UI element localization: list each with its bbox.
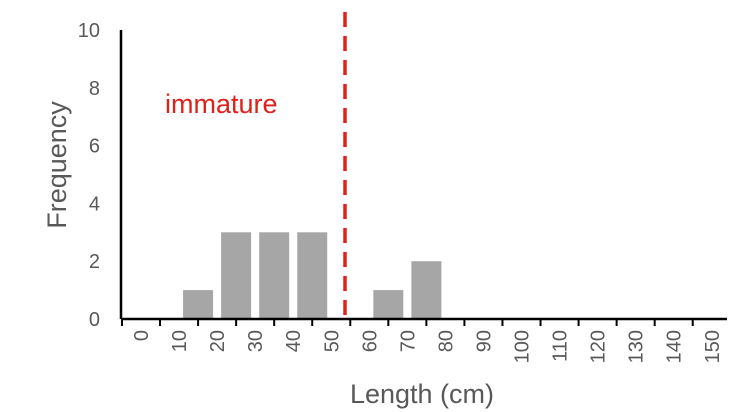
y-tick-labels: 0 2 4 6 8 10 xyxy=(78,20,100,331)
x-tick-label: 0 xyxy=(131,330,153,341)
bar-70 xyxy=(373,290,404,319)
y-tick-label: 0 xyxy=(89,309,100,331)
bar-20 xyxy=(183,290,214,319)
x-tick-label: 30 xyxy=(245,330,267,352)
x-axis-label: Length (cm) xyxy=(350,379,494,409)
x-tick-label: 100 xyxy=(512,330,534,363)
bar-40 xyxy=(259,232,290,319)
x-tick-label: 110 xyxy=(550,330,572,362)
x-tick-label: 70 xyxy=(397,330,419,352)
y-tick-label: 4 xyxy=(89,193,100,215)
x-tick-labels: 0 10 20 30 40 50 60 70 80 90 100 110 120 130 140 150 xyxy=(120,319,724,363)
bars-group xyxy=(183,232,442,319)
x-tick-label: 80 xyxy=(435,330,457,352)
y-tick-label: 6 xyxy=(89,136,100,158)
x-tick-label: 60 xyxy=(359,330,381,352)
y-tick-label: 8 xyxy=(89,78,100,100)
x-tick-label: 120 xyxy=(588,330,610,363)
y-tick-label: 10 xyxy=(78,20,100,42)
x-tick-label: 150 xyxy=(702,330,724,363)
x-tick-label: 90 xyxy=(473,330,495,352)
x-tick-label: 130 xyxy=(626,330,648,363)
threshold-label: immature xyxy=(165,89,278,119)
x-tick-label: 50 xyxy=(321,330,343,352)
bar-50 xyxy=(297,232,328,319)
x-tick-label: 10 xyxy=(169,330,191,352)
x-tick-label: 40 xyxy=(283,330,305,352)
x-tick-label: 140 xyxy=(664,330,686,363)
y-axis-label: Frequency xyxy=(42,101,72,229)
bar-30 xyxy=(221,232,252,319)
bar-80 xyxy=(411,261,442,319)
x-tick-label: 20 xyxy=(207,330,229,352)
y-tick-label: 2 xyxy=(89,251,100,273)
